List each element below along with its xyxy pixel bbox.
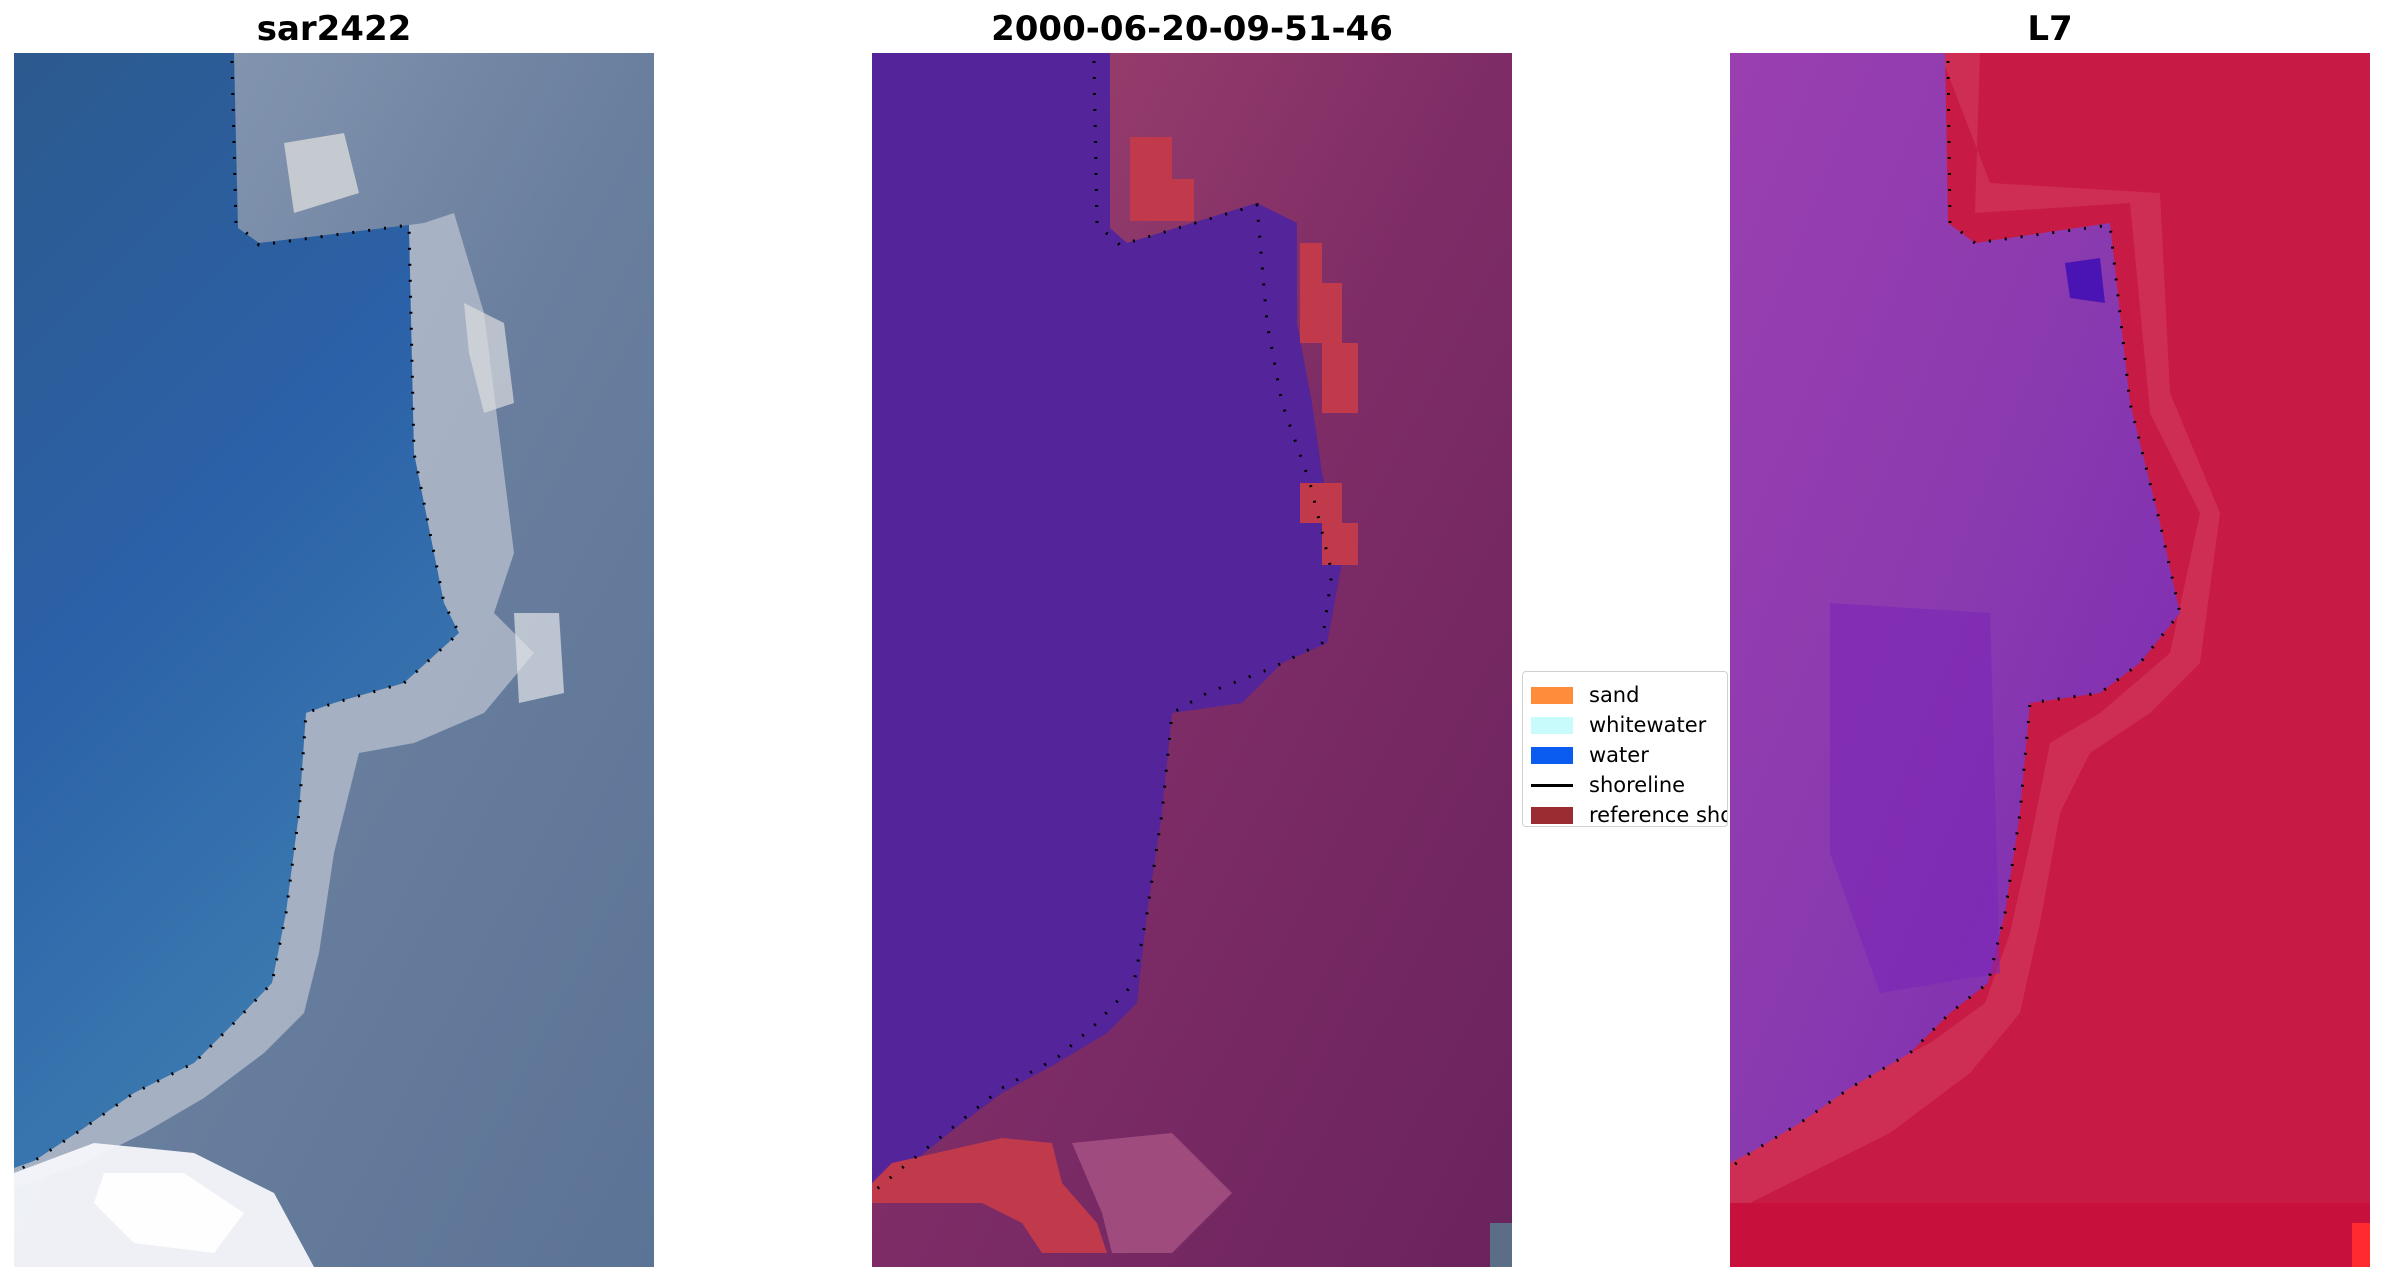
classified-image <box>872 53 1512 1267</box>
legend-label-whitewater: whitewater <box>1589 713 1707 737</box>
rgb-image-panel <box>14 53 654 1267</box>
sand-swatch <box>1531 686 1573 704</box>
rgb-image <box>14 53 654 1267</box>
panel-title-rgb: sar2422 <box>256 9 412 49</box>
legend-item-water: water <box>1531 740 1649 770</box>
legend-label-shoreline: shoreline <box>1589 773 1686 797</box>
whitewater-swatch <box>1531 716 1573 734</box>
legend-item-whitewater: whitewater <box>1531 710 1706 740</box>
panel-title-mndwi: L7 <box>2027 9 2073 49</box>
water-swatch <box>1531 746 1573 764</box>
legend: sand whitewater water shoreline referenc… <box>1522 671 1728 827</box>
legend-label-sand: sand <box>1589 683 1640 707</box>
l7-image <box>1730 53 2370 1267</box>
legend-label-reference-shoreline: reference shoreline <box>1589 803 1727 827</box>
legend-item-reference-shoreline: reference shoreline <box>1531 800 1727 827</box>
legend-item-sand: sand <box>1531 680 1639 710</box>
reference-shoreline-swatch <box>1531 806 1573 824</box>
legend-label-water: water <box>1589 743 1649 767</box>
shoreline-line-swatch <box>1531 783 1573 787</box>
classified-image-panel <box>872 53 1512 1267</box>
panel-title-classified: 2000-06-20-09-51-46 <box>991 9 1393 49</box>
l7-image-panel <box>1730 53 2370 1267</box>
legend-item-shoreline: shoreline <box>1531 770 1685 800</box>
